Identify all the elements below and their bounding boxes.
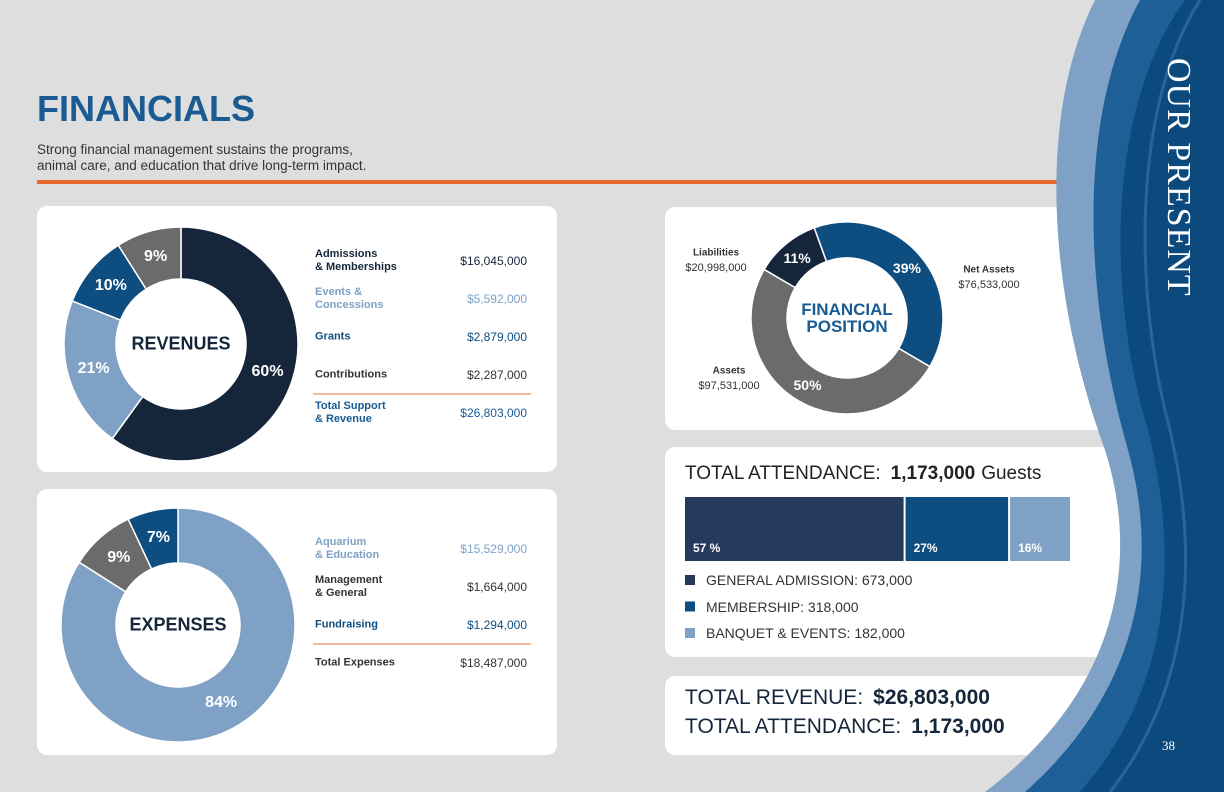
segment-label: 16% <box>1018 541 1043 555</box>
legend-label: MEMBERSHIP: 318,000 <box>706 598 859 615</box>
legend-label: BANQUET & EVENTS: 182,000 <box>706 625 905 641</box>
donut-slice <box>63 299 144 440</box>
percent-label: 11% <box>783 250 811 267</box>
bar-segment <box>905 497 1009 561</box>
position-amount: $97,531,000 <box>698 380 760 392</box>
donut-title: REVENUES <box>131 333 231 354</box>
legend-swatch <box>685 628 695 638</box>
position-name: Net Assets <box>963 264 1015 276</box>
total-label: Total Support & Revenue <box>315 400 386 425</box>
position-amount: $20,998,000 <box>685 262 747 274</box>
row-label: Grants <box>315 330 351 343</box>
donut-title: FINANCIAL POSITION <box>801 300 893 336</box>
page-title: FINANCIALS <box>37 88 255 129</box>
row-amount: $5,592,000 <box>466 292 527 306</box>
donut-slice <box>813 221 944 368</box>
donut-slice <box>111 226 299 462</box>
total-amount: $18,487,000 <box>460 656 527 670</box>
page-number: 38 <box>1162 738 1175 753</box>
row-label: Admissions & Memberships <box>315 248 397 273</box>
percent-label: 10% <box>94 276 127 294</box>
donut-slice <box>117 226 182 291</box>
summary-panel <box>665 676 1135 755</box>
summary-value: $26,803,000 <box>873 686 990 709</box>
row-label: Events & Concessions <box>315 286 384 311</box>
row-amount: $1,294,000 <box>466 618 527 632</box>
percent-label: 84% <box>205 694 238 712</box>
attendance-title: TOTAL ATTENDANCE: 1,173,000 Guests <box>685 463 1041 485</box>
row-label: Contributions <box>315 368 388 381</box>
row-label: Fundraising <box>315 618 378 631</box>
donut-slice <box>127 507 179 570</box>
position-name: Liabilities <box>692 247 740 259</box>
percent-label: 9% <box>144 247 168 265</box>
segment-label: 27% <box>913 541 938 555</box>
row-label: Management & General <box>315 574 383 599</box>
segment-label: 57 % <box>693 541 721 555</box>
wave <box>1080 0 1224 792</box>
attendance-total: 1,173,000 <box>890 463 976 484</box>
donut-title: EXPENSES <box>129 614 227 635</box>
row-label: Aquarium & Education <box>315 536 380 561</box>
side-title: OUR PRESENT <box>1160 58 1197 297</box>
percent-label: 21% <box>77 360 110 378</box>
percent-label: 39% <box>892 260 921 277</box>
summary-label: TOTAL REVENUE: <box>685 686 864 709</box>
donut-slice <box>763 226 828 289</box>
subtitle: Strong financial management sustains the… <box>37 142 367 173</box>
position-amount: $76,533,000 <box>958 279 1020 291</box>
row-amount: $2,879,000 <box>466 330 527 344</box>
legend-label: GENERAL ADMISSION: 673,000 <box>706 572 913 588</box>
row-amount: $16,045,000 <box>460 254 527 268</box>
total-amount: $26,803,000 <box>460 406 527 420</box>
summary-line: TOTAL REVENUE: $26,803,000 <box>685 686 990 710</box>
row-amount: $1,664,000 <box>466 580 527 594</box>
attendance-unit: Guests <box>981 463 1042 484</box>
row-amount: $2,287,000 <box>466 368 527 382</box>
legend-swatch <box>685 601 695 612</box>
percent-label: 50% <box>793 377 822 394</box>
summary-line: TOTAL ATTENDANCE: 1,173,000 <box>685 715 1005 739</box>
total-label: Total Expenses <box>315 656 395 669</box>
position-name: Assets <box>712 365 746 377</box>
bar-segment <box>1010 497 1070 561</box>
summary-label: TOTAL ATTENDANCE: <box>685 715 902 738</box>
donut-slice <box>750 268 931 415</box>
percent-label: 60% <box>251 363 284 381</box>
divider <box>37 180 1067 184</box>
summary-value: 1,173,000 <box>911 715 1005 738</box>
attendance-title: TOTAL ATTENDANCE: <box>685 463 881 484</box>
percent-label: 9% <box>107 548 131 566</box>
row-amount: $15,529,000 <box>460 542 527 556</box>
percent-label: 7% <box>146 528 171 546</box>
donut-slice <box>60 507 296 743</box>
legend-swatch <box>685 575 695 585</box>
wave-line <box>1108 0 1202 792</box>
bar-segment <box>685 497 904 561</box>
